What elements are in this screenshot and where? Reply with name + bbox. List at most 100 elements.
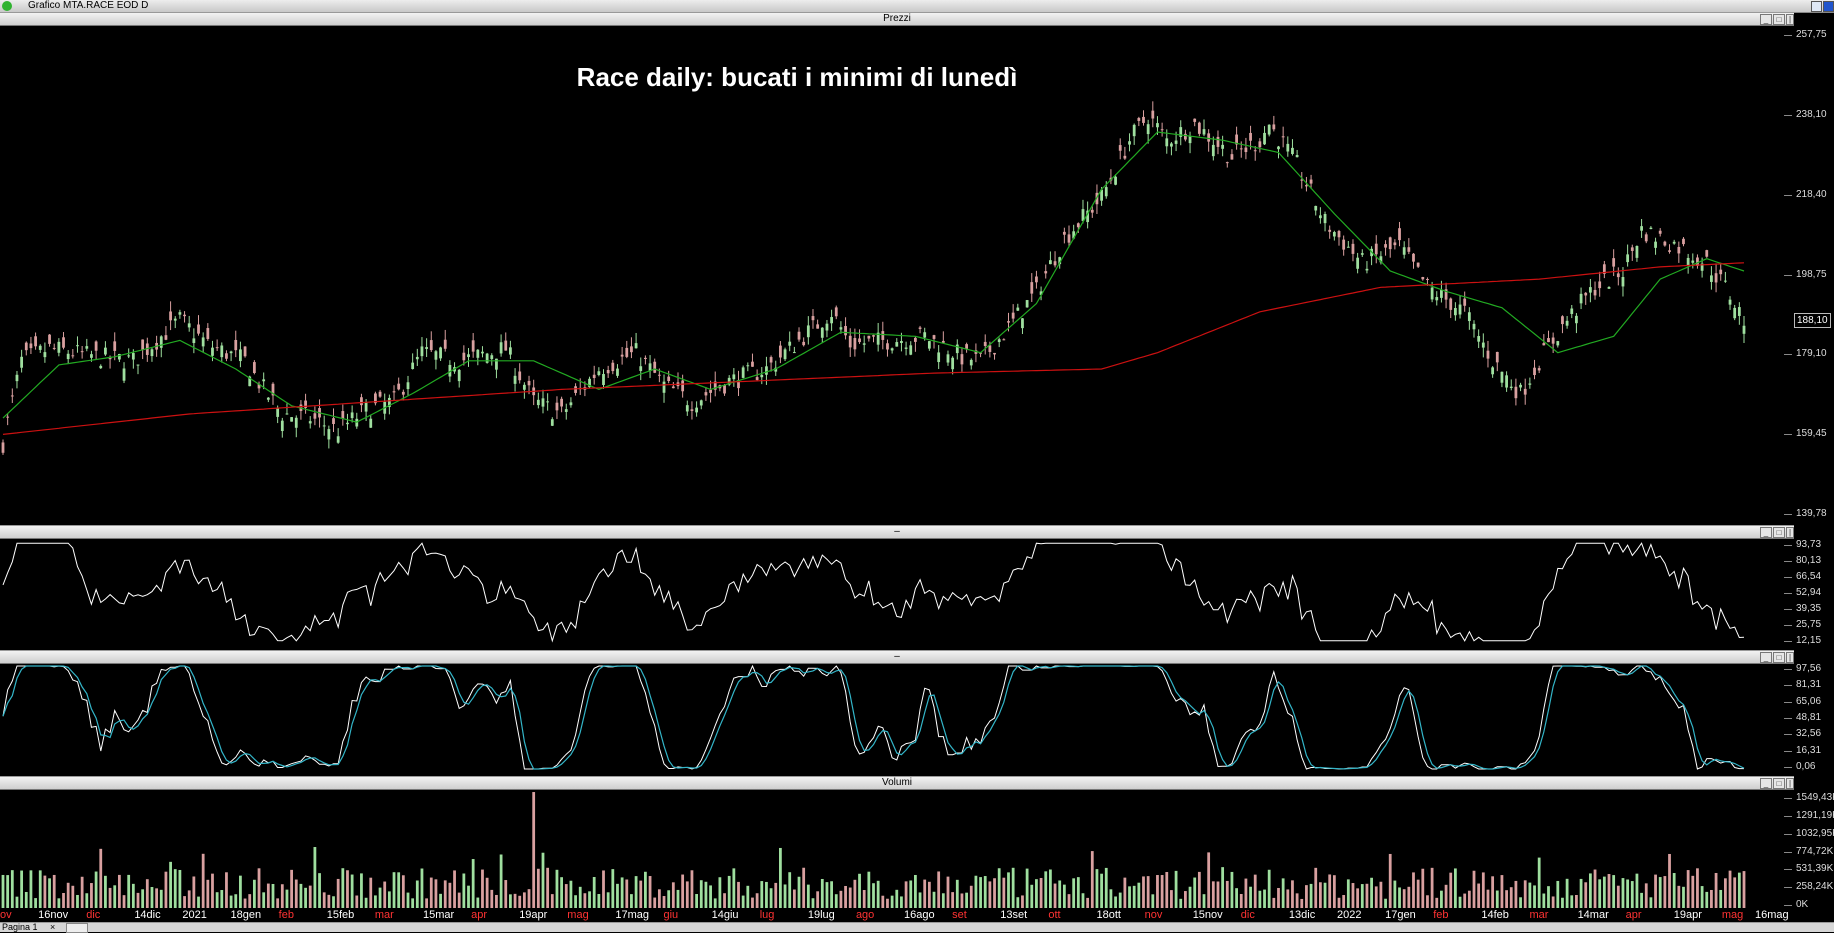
- stochastic-pane-header[interactable]: – _ □ |: [0, 650, 1794, 664]
- oscillator-chart[interactable]: [0, 538, 1794, 646]
- volume-bar: [532, 792, 536, 908]
- pane-close-button[interactable]: |: [1786, 527, 1794, 538]
- pane-close-button[interactable]: |: [1786, 652, 1794, 663]
- pane-maximize-button[interactable]: □: [1773, 778, 1785, 789]
- stochastic-chart[interactable]: [0, 663, 1794, 772]
- pane-minimize-button[interactable]: _: [1760, 652, 1772, 663]
- volume-bar: [1188, 886, 1192, 908]
- volume-bar: [620, 877, 624, 908]
- pane-maximize-button[interactable]: □: [1773, 527, 1785, 538]
- candle-body: [52, 347, 56, 349]
- scale-tick: [1784, 35, 1792, 36]
- candle-body: [904, 347, 908, 349]
- pane-close-button[interactable]: |: [1786, 14, 1794, 25]
- date-label: 19apr: [1673, 909, 1702, 921]
- volume-bar: [108, 887, 112, 908]
- pane-minimize-button[interactable]: _: [1760, 14, 1772, 25]
- candle-body: [1216, 136, 1220, 147]
- candle-body: [66, 353, 70, 360]
- candle-body: [1668, 250, 1671, 252]
- volume-bar: [1, 874, 5, 908]
- volume-bar: [201, 853, 205, 908]
- scale-tick: [1784, 561, 1792, 562]
- page-tab[interactable]: Pagina 1: [2, 922, 38, 932]
- volume-bar: [690, 870, 694, 908]
- volume-pane-header[interactable]: Volumi _ □ |: [0, 776, 1794, 790]
- candle-body: [1211, 144, 1215, 157]
- date-label: feb: [1433, 909, 1449, 921]
- date-label: feb: [278, 909, 294, 921]
- candle-body: [20, 356, 24, 368]
- volume-bar: [150, 887, 154, 908]
- scale-tick: [1784, 905, 1792, 906]
- volume-bar: [57, 898, 61, 908]
- volume-bar: [709, 885, 712, 908]
- volume-bar: [1346, 879, 1350, 908]
- candle-body: [243, 346, 247, 357]
- candle-body: [806, 325, 810, 338]
- volume-bar: [1668, 853, 1671, 908]
- close-tab-icon[interactable]: ×: [50, 922, 56, 932]
- candle-body: [1630, 247, 1634, 251]
- candle-body: [657, 374, 661, 376]
- volume-bar: [1598, 879, 1602, 908]
- candle-body: [1551, 337, 1555, 344]
- pane-maximize-button[interactable]: □: [1773, 14, 1785, 25]
- oscillator-pane-header[interactable]: – _ □ |: [0, 525, 1794, 539]
- date-label: mar: [374, 909, 394, 921]
- volume-bar: [527, 889, 531, 908]
- candle-body: [266, 397, 270, 400]
- pane-minimize-button[interactable]: _: [1760, 778, 1772, 789]
- candle-body: [546, 401, 550, 403]
- candle-body: [1481, 342, 1485, 348]
- volume-bar: [1509, 887, 1513, 908]
- volume-bar: [518, 895, 522, 908]
- candle-body: [476, 349, 480, 358]
- date-label: apr: [471, 909, 487, 921]
- minimize-button[interactable]: [1811, 1, 1822, 12]
- volume-bar: [1621, 878, 1625, 908]
- pane-maximize-button[interactable]: □: [1773, 652, 1785, 663]
- volume-bar: [820, 878, 824, 908]
- candle-body: [564, 409, 568, 412]
- price-chart[interactable]: [0, 26, 1794, 519]
- candle-body: [946, 354, 950, 363]
- volume-bar: [881, 895, 885, 908]
- volume-bar: [197, 896, 200, 908]
- volume-bar: [1174, 870, 1178, 908]
- scale-tick: [1784, 434, 1792, 436]
- pane-minimize-button[interactable]: _: [1760, 527, 1772, 538]
- candle-body: [997, 339, 1001, 343]
- scale-tick: [1784, 685, 1792, 687]
- candle-body: [341, 411, 345, 419]
- candle-body: [653, 361, 657, 373]
- volume-bar: [499, 854, 503, 908]
- volume-bar: [1519, 897, 1522, 908]
- volume-bar: [1635, 873, 1639, 908]
- volume-bar: [1090, 851, 1094, 908]
- candle-body: [755, 377, 759, 380]
- candle-body: [1607, 286, 1611, 289]
- candle-body: [983, 341, 987, 346]
- candle-body: [1081, 209, 1085, 221]
- volume-bar: [1616, 885, 1620, 908]
- candle-body: [1090, 209, 1094, 213]
- candle-body: [257, 384, 261, 389]
- volume-bar: [1542, 893, 1546, 908]
- add-tab-button[interactable]: [66, 923, 88, 933]
- volume-bar: [1714, 872, 1718, 908]
- candle-body: [1300, 179, 1304, 181]
- volume-chart[interactable]: [0, 790, 1794, 908]
- candle-body: [1570, 308, 1574, 314]
- volume-bar: [122, 895, 126, 908]
- date-label: 17mag: [615, 909, 650, 921]
- candle-body: [1272, 124, 1276, 130]
- candle-body: [569, 402, 573, 406]
- volume-bar: [1449, 872, 1453, 908]
- volume-bar: [830, 881, 833, 908]
- pane-close-button[interactable]: |: [1786, 778, 1794, 789]
- volume-bar: [713, 898, 717, 908]
- candle-body: [80, 351, 84, 353]
- price-pane-header[interactable]: Prezzi _ □ |: [0, 12, 1794, 26]
- candle-body: [779, 345, 782, 358]
